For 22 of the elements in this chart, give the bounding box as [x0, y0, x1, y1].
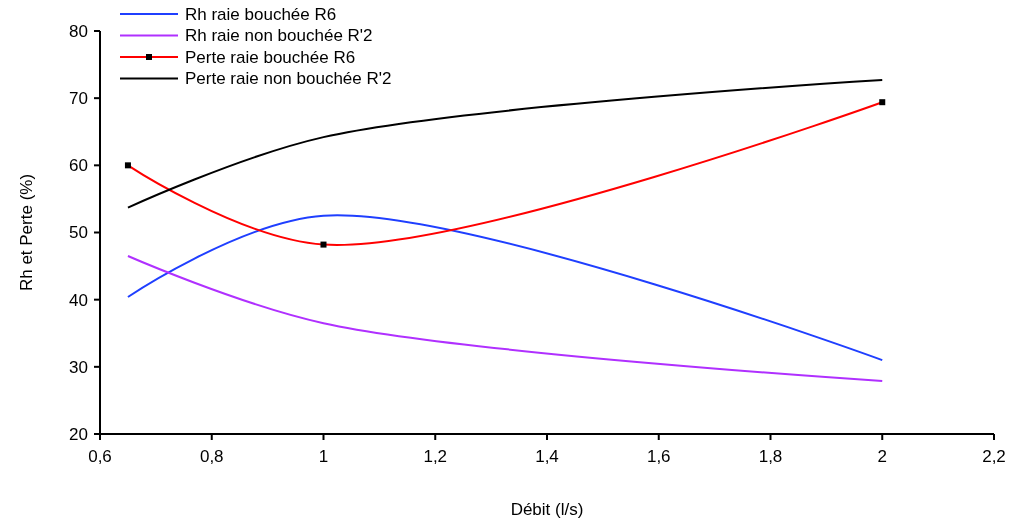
- x-tick-label: 1,2: [423, 447, 448, 466]
- x-axis-title: Débit (l/s): [510, 500, 584, 519]
- x-tick-label: 1,8: [758, 447, 783, 466]
- x-tick-label: 2: [877, 447, 887, 466]
- legend-label: Perte raie bouchée R6: [185, 47, 356, 67]
- y-tick-label: 20: [69, 424, 88, 444]
- y-tick-label: 60: [69, 156, 88, 176]
- x-tick-label: 1: [318, 447, 329, 466]
- x-tick-label: 2,2: [982, 447, 1006, 466]
- legend-label: Rh raie bouchée R6: [185, 4, 337, 24]
- y-tick-label: 40: [69, 290, 88, 310]
- y-tick-label: 50: [69, 223, 88, 243]
- y-tick-label: 30: [69, 357, 88, 377]
- y-tick-label: 70: [69, 89, 88, 109]
- x-tick-label: 1,6: [646, 447, 671, 466]
- x-tick-label: 1,4: [535, 447, 559, 466]
- legend-label: Rh raie non bouchée R'2: [185, 26, 373, 46]
- x-tick-label: 0,6: [88, 447, 112, 466]
- y-tick-label: 80: [69, 21, 88, 41]
- x-tick-label: 0,8: [199, 447, 224, 466]
- y-axis-title: Rh et Perte (%): [17, 173, 36, 292]
- legend-label: Perte raie non bouchée R'2: [185, 69, 392, 89]
